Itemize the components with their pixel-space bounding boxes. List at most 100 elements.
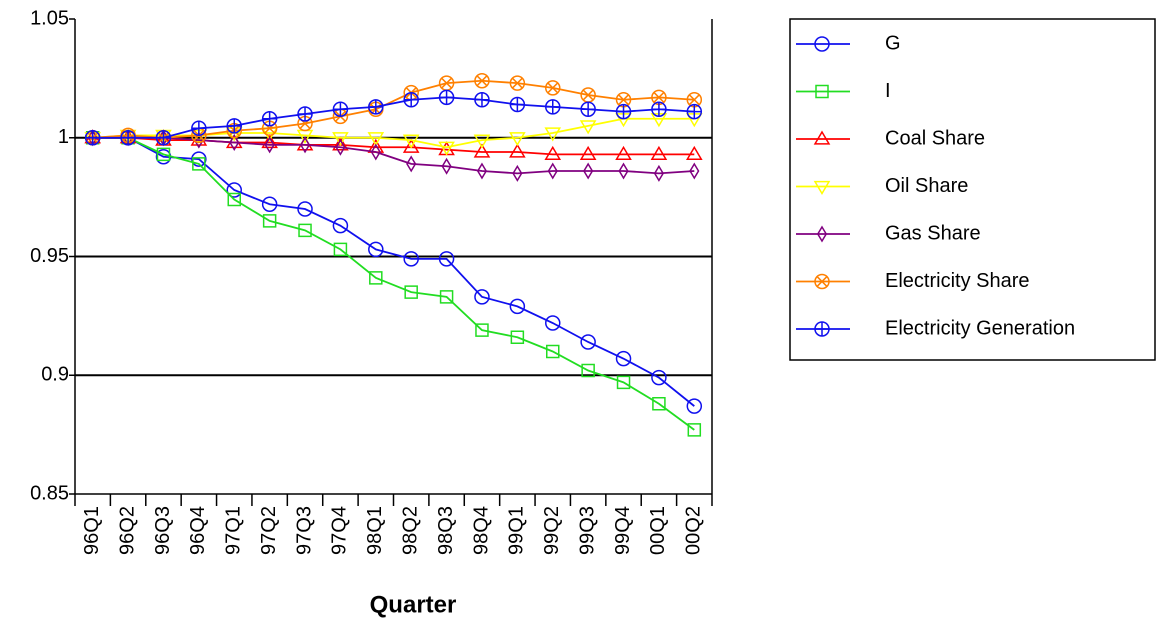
marker [473,143,491,158]
marker [814,36,830,52]
marker [547,162,558,180]
marker [545,99,561,115]
marker [403,251,419,267]
marker [509,96,526,113]
marker [438,251,455,267]
marker [546,344,560,359]
marker-stroke [547,82,559,94]
x-tick-label: 99Q2 [541,506,563,555]
x-axis-label: Quarter [370,591,457,618]
legend-label: I [885,80,891,102]
marker [686,103,703,120]
marker [580,334,596,350]
x-tick-label: 99Q1 [506,506,528,555]
legend-box [789,18,1156,361]
marker [581,363,595,378]
x-tick-label: 97Q2 [258,506,280,555]
marker [616,375,631,390]
marker [262,214,277,228]
marker [583,162,594,180]
marker [370,143,381,161]
marker-circle [686,398,703,414]
marker [512,164,523,182]
marker [332,132,349,147]
marker [813,180,831,195]
marker [474,92,490,108]
marker [297,106,313,122]
marker-circle [545,80,561,96]
marker [580,101,596,117]
marker-stroke [688,94,700,106]
marker [226,182,242,198]
marker [332,101,349,117]
marker [368,99,384,115]
marker-circle [615,350,632,367]
marker [652,397,666,411]
marker [84,130,101,146]
marker [651,369,667,386]
marker-circle [332,217,349,234]
marker [544,145,562,161]
marker-stroke [618,94,630,106]
marker [615,103,632,120]
marker [685,145,703,161]
marker [191,151,207,167]
marker [686,398,703,414]
marker [474,289,490,305]
marker [814,321,830,337]
x-tick-label: 96Q4 [187,506,209,555]
marker [509,132,526,147]
marker [544,127,562,142]
marker [261,196,278,212]
x-tick-label: 97Q1 [223,506,245,555]
marker-circle [814,36,830,52]
marker-circle [438,251,455,267]
y-tick-label: 0.85 [30,482,69,504]
marker [653,164,664,182]
marker-circle [651,369,667,386]
marker [618,162,629,180]
legend-label: Coal Share [885,127,985,149]
marker [687,423,702,437]
marker-stroke [511,77,523,89]
marker [335,138,346,156]
series-line [92,136,695,407]
marker-circle [474,73,490,89]
marker [439,290,454,304]
marker-stroke [816,276,828,287]
marker [689,162,700,180]
marker [579,120,597,135]
legend: G I Coal Share Oil Share Gas Share Electricit… [789,18,1156,361]
y-tick-label: 0.9 [41,364,69,386]
series-line [92,136,695,156]
marker-circle [580,334,596,350]
legend-label: Oil Share [885,175,968,197]
marker-circle [403,251,419,267]
x-tick-label: 98Q3 [435,506,457,555]
marker [438,89,455,106]
marker [192,157,206,171]
x-tick-label: 96Q3 [152,506,174,555]
marker [814,273,830,290]
marker [367,132,385,147]
series-line [92,96,695,139]
marker [261,134,278,149]
y-tick-label: 0.95 [30,245,69,267]
legend-label: Electricity Generation [885,317,1075,339]
marker [298,223,312,238]
legend-label: G [885,32,901,54]
marker-stroke [441,77,453,89]
series-line [92,79,695,139]
x-tick-label: 96Q1 [81,506,103,555]
marker [474,73,490,89]
series-line [92,136,695,175]
legend-label: Electricity Share [885,270,1030,292]
marker-circle [226,182,242,198]
marker [229,134,240,151]
marker [615,350,632,367]
marker-circle [814,273,830,290]
marker-circle [545,315,561,331]
marker [402,134,420,149]
x-tick-label: 97Q4 [329,506,351,555]
